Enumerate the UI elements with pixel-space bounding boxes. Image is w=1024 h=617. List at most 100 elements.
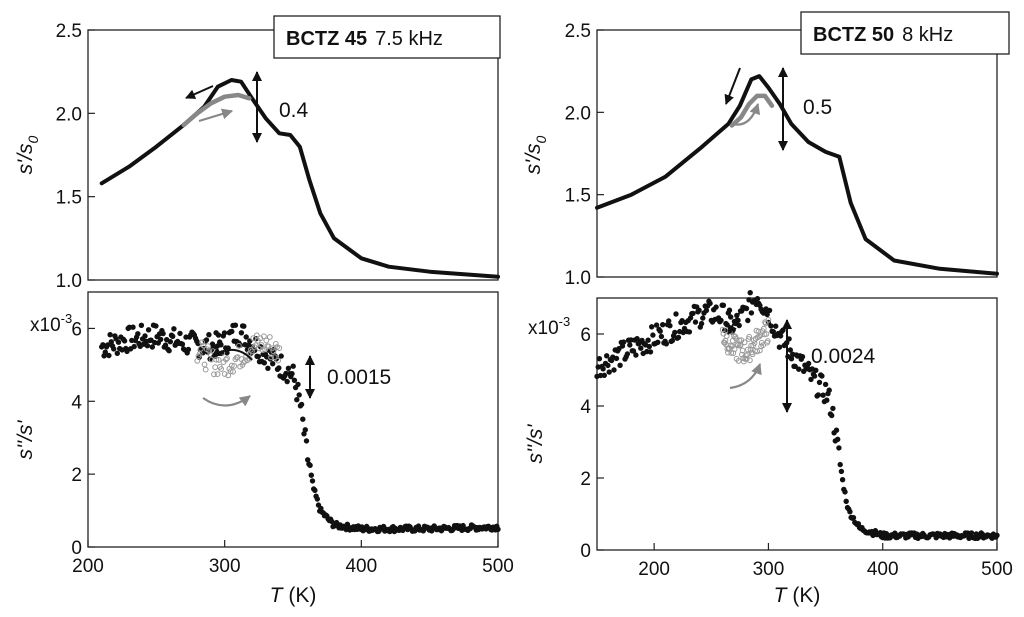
span-annotation: 0.5 [803,96,832,119]
cooling-point [672,329,678,336]
cooling-point [768,323,774,329]
heating-point [236,342,242,349]
y-ticks: 0 2 4 6 [71,319,95,559]
cooling-point [655,339,661,345]
heating-point [272,341,279,347]
cooling-point [130,324,136,330]
cooling-point [638,345,644,351]
heating-point [266,334,273,340]
heating-point [202,366,209,373]
heating-point [212,364,219,371]
cooling-point [596,356,603,362]
heating-point [227,368,234,375]
cooling-point [826,387,832,393]
cooling-point [787,347,793,353]
cooling-point [600,366,606,372]
y-tick-label: 1.0 [56,271,82,292]
heating-point [211,371,217,378]
cooling-point [745,317,751,324]
x-axis-label: T (K) [270,584,317,607]
cooling-point [166,348,172,354]
legend-label: BCTZ 50 8 kHz [813,24,953,46]
cooling-point [824,397,830,403]
heating-point [763,331,770,337]
cooling-point [627,342,633,348]
heating-point [259,347,266,354]
series-group [595,74,999,276]
cooling-point [667,323,673,329]
cooling-point [673,311,679,317]
cooling-point [819,373,825,379]
heating-point [728,350,735,356]
heating-curve [729,93,775,128]
heating-point [739,347,746,354]
cooling-point [838,468,845,475]
cooling-point [698,320,705,327]
cooling-point [805,360,812,367]
heating-point [275,357,282,364]
y-ticks: 1.0 1.5 2.0 2.5 [56,21,95,292]
cooling-point [291,377,298,383]
heating-point [756,333,763,340]
cooling-point [203,337,210,343]
cooling-point [648,324,655,330]
cooling-point [772,323,779,329]
panel-right-top: 1.0 1.5 2.0 2.5 s'/s0 BCTZ 50 8 kHz 0.5 [522,11,1010,289]
cooling-point [170,333,176,339]
cooling-point [837,461,843,468]
heating-arrow [202,395,251,407]
cooling-point [776,344,783,350]
x-tick-label: 500 [981,559,1013,580]
cooling-point [149,344,156,350]
cooling-point [303,438,310,444]
cooling-point [160,330,166,337]
cooling-point [665,318,672,324]
cooling-point [624,351,631,357]
x-tick-label: 500 [482,556,514,577]
y-tick-label: 2 [71,465,82,486]
cooling-point [833,427,840,433]
cooling-point [215,332,222,338]
heating-point [253,332,260,339]
cooling-point [185,346,192,353]
cooling-point [815,392,821,398]
heating-point [196,351,203,357]
cooling-point [669,337,676,344]
heating-point [224,355,230,362]
cooling-point [284,378,290,385]
cooling-point [158,336,164,343]
heating-point [215,357,222,363]
cooling-point [613,355,620,362]
y-tick-label: 2.0 [56,104,82,125]
x-tick-label: 200 [72,556,104,577]
cooling-point [138,322,145,328]
heating-point [739,351,745,358]
span-annotation: 0.4 [279,99,309,122]
cooling-point [495,526,501,532]
panel-right-bottom: 0 2 4 6 200 300 400 500 x10-3 s''/s' T (K) 0.00… [524,290,1013,607]
y-ticks: 1.0 1.5 2.0 2.5 [565,21,604,289]
heating-point [263,337,270,344]
y-tick-label: 2.5 [56,21,82,42]
cooling-point [842,489,848,495]
cooling-point [296,392,302,398]
heating-point [271,354,278,361]
cooling-point [229,328,235,335]
cooling-arrow [211,347,253,361]
cooling-point [658,333,665,340]
cooling-point [839,477,846,483]
heating-arrow [198,108,234,123]
heating-point [223,356,229,363]
cooling-point [788,356,795,362]
cooling-point [107,332,113,338]
heating-point [276,345,283,352]
cooling-point [179,341,186,347]
panel-left-bottom: 0 2 4 6 200 300 400 500 x10-3 s''/s' T (K) 0.00… [14,291,514,607]
heating-point [194,357,201,364]
cooling-point [743,305,750,312]
y-axis-label: s''/s' [524,424,547,464]
heating-point [228,362,235,369]
cooling-point [813,367,819,373]
cooling-point [617,362,623,368]
cooling-point [718,317,724,324]
